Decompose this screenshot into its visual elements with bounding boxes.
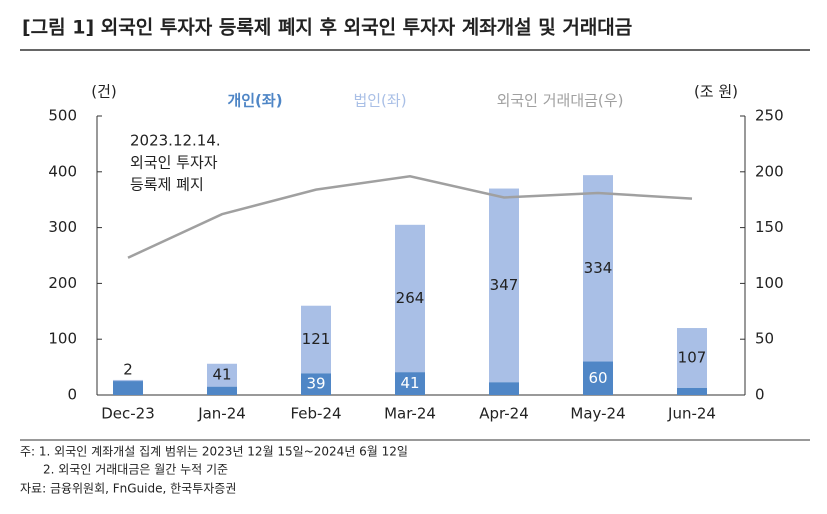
- annotation: 등록제 폐지: [130, 176, 204, 194]
- bar: [301, 373, 331, 395]
- bar: [207, 386, 237, 395]
- x-tick-label: Jun-24: [667, 405, 716, 423]
- value-label: 347: [490, 276, 519, 294]
- bar: [677, 328, 707, 388]
- x-tick-label: Jan-24: [197, 405, 246, 423]
- y-tick-label: 500: [48, 107, 77, 125]
- value-label: 60: [588, 369, 607, 387]
- bar: [113, 379, 143, 382]
- legend-entry: 외국인 거래대금(우): [497, 92, 624, 110]
- y2-unit: (조 원): [694, 83, 738, 101]
- value-label: 41: [212, 366, 231, 384]
- annotation: 외국인 투자자: [130, 154, 218, 172]
- bar: [489, 382, 519, 395]
- y2-tick-label: 250: [755, 107, 784, 125]
- y2-tick-label: 200: [755, 162, 784, 180]
- x-tick-label: Mar-24: [384, 405, 436, 423]
- value-label: 334: [584, 259, 613, 277]
- annotation: 2023.12.14.: [130, 132, 221, 150]
- bar: [583, 175, 613, 362]
- y-tick-label: 300: [48, 218, 77, 236]
- y-tick-label: 100: [48, 330, 77, 348]
- legend-entry: 법인(좌): [353, 92, 406, 110]
- bar: [677, 387, 707, 395]
- legend-entry: 개인(좌): [227, 92, 282, 110]
- y2-tick-label: 100: [755, 274, 784, 292]
- bar: [489, 188, 519, 383]
- y-tick-label: 400: [48, 162, 77, 180]
- value-label: 107: [678, 348, 707, 366]
- value-label: 264: [396, 289, 425, 307]
- x-tick-label: Apr-24: [479, 405, 529, 423]
- value-label: 25: [118, 362, 137, 380]
- y2-tick-label: 50: [755, 330, 774, 348]
- y2-tick-label: 150: [755, 218, 784, 236]
- line: [127, 174, 693, 259]
- chart-title: [그림 1] 외국인 투자자 등록제 폐지 후 외국인 투자자 계좌개설 및 거…: [22, 17, 632, 39]
- bar: [395, 372, 425, 395]
- bar: [113, 381, 143, 395]
- x-tick-label: Feb-24: [290, 405, 341, 423]
- y-tick-label: 0: [67, 386, 77, 404]
- value-label: 2: [123, 360, 133, 378]
- x-tick-label: Dec-23: [101, 405, 155, 423]
- value-label: 39: [306, 375, 325, 393]
- value-label: 121: [302, 330, 331, 348]
- bar: [395, 224, 425, 373]
- y-tick-label: 200: [48, 274, 77, 292]
- bar: [301, 305, 331, 374]
- value-label: 41: [400, 374, 419, 392]
- y-unit: (건): [91, 83, 117, 101]
- x-tick-label: May-24: [570, 405, 625, 423]
- note: 자료: 금융위원회, FnGuide, 한국투자증권: [20, 482, 236, 496]
- bar: [583, 361, 613, 395]
- y2-tick-label: 0: [755, 386, 765, 404]
- bar: [207, 363, 237, 387]
- note: 주: 1. 외국인 계좌개설 집계 범위는 2023년 12월 15일~2024…: [20, 445, 408, 459]
- note: 2. 외국인 거래대금은 월간 누적 기준: [43, 463, 228, 477]
